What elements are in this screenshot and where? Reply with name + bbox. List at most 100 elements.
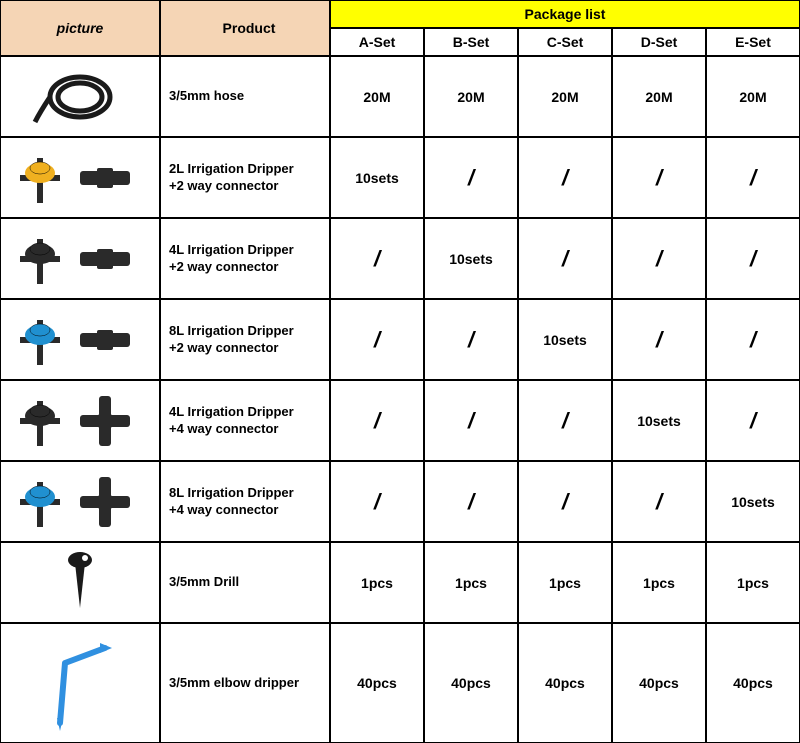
value-label: /: [656, 327, 662, 353]
product-label: 3/5mm hose: [169, 88, 244, 105]
picture-cell: [0, 380, 160, 461]
value-label: 40pcs: [639, 675, 679, 691]
value-label: 20M: [739, 89, 766, 105]
dripper-black-2way-icon: [10, 229, 150, 289]
value-label: /: [656, 165, 662, 191]
value-cell: /: [612, 137, 706, 218]
table-row: 2L Irrigation Dripper+2 way connector 10s…: [0, 137, 800, 218]
value-cell: /: [518, 380, 612, 461]
product-label: 4L Irrigation Dripper+2 way connector: [169, 242, 294, 276]
value-label: /: [468, 165, 474, 191]
value-cell: 10sets: [612, 380, 706, 461]
product-cell: 3/5mm Drill: [160, 542, 330, 623]
value-label: 20M: [645, 89, 672, 105]
value-cell: 40pcs: [612, 623, 706, 743]
elbow-icon: [40, 633, 120, 733]
value-label: 20M: [363, 89, 390, 105]
picture-cell: [0, 56, 160, 137]
value-cell: 10sets: [424, 218, 518, 299]
value-cell: /: [612, 299, 706, 380]
hose-icon: [30, 67, 130, 127]
value-label: /: [562, 408, 568, 434]
value-cell: /: [706, 380, 800, 461]
value-cell: 40pcs: [330, 623, 424, 743]
header-row-1: picture Product Package list A-Set B-Set…: [0, 0, 800, 56]
value-label: 40pcs: [357, 675, 397, 691]
value-label: 20M: [457, 89, 484, 105]
value-label: /: [468, 489, 474, 515]
package-table: picture Product Package list A-Set B-Set…: [0, 0, 800, 743]
product-cell: 2L Irrigation Dripper+2 way connector: [160, 137, 330, 218]
value-label: /: [750, 327, 756, 353]
value-cell: /: [424, 137, 518, 218]
value-cell: 20M: [330, 56, 424, 137]
header-sets-row: A-Set B-Set C-Set D-Set E-Set: [330, 28, 800, 56]
value-label: /: [562, 246, 568, 272]
value-label: /: [750, 246, 756, 272]
value-label: 10sets: [449, 251, 493, 267]
table-row: 8L Irrigation Dripper+2 way connector / / 1…: [0, 299, 800, 380]
value-label: 40pcs: [733, 675, 773, 691]
picture-cell: [0, 542, 160, 623]
dripper-blue-2way-icon: [10, 310, 150, 370]
dripper-blue-4way-icon: [10, 472, 150, 532]
value-cell: /: [706, 299, 800, 380]
value-cell: 1pcs: [612, 542, 706, 623]
product-cell: 3/5mm elbow dripper: [160, 623, 330, 743]
value-cell: /: [706, 137, 800, 218]
picture-cell: [0, 137, 160, 218]
product-label: 4L Irrigation Dripper+4 way connector: [169, 404, 294, 438]
picture-cell: [0, 461, 160, 542]
value-label: 1pcs: [643, 575, 675, 591]
value-label: /: [374, 246, 380, 272]
value-cell: /: [330, 218, 424, 299]
header-set-a: A-Set: [330, 28, 424, 56]
header-set-e: E-Set: [706, 28, 800, 56]
header-product: Product: [160, 0, 330, 56]
value-label: 1pcs: [361, 575, 393, 591]
product-label: 2L Irrigation Dripper+2 way connector: [169, 161, 294, 195]
product-label: 8L Irrigation Dripper+2 way connector: [169, 323, 294, 357]
dripper-black-4way-icon: [10, 391, 150, 451]
value-cell: /: [330, 380, 424, 461]
value-cell: 1pcs: [424, 542, 518, 623]
drill-icon: [50, 548, 110, 618]
header-package-list-label: Package list: [525, 6, 606, 22]
value-cell: /: [612, 461, 706, 542]
table-row: 4L Irrigation Dripper+2 way connector / 10…: [0, 218, 800, 299]
product-cell: 4L Irrigation Dripper+2 way connector: [160, 218, 330, 299]
value-label: 40pcs: [545, 675, 585, 691]
product-label: 3/5mm Drill: [169, 574, 239, 591]
value-label: /: [374, 327, 380, 353]
value-cell: /: [612, 218, 706, 299]
value-label: /: [562, 489, 568, 515]
value-cell: 20M: [424, 56, 518, 137]
value-cell: /: [518, 137, 612, 218]
value-cell: /: [518, 461, 612, 542]
table-row: 4L Irrigation Dripper+4 way connector / / /…: [0, 380, 800, 461]
value-label: /: [750, 408, 756, 434]
value-cell: /: [330, 299, 424, 380]
value-label: 10sets: [731, 494, 775, 510]
value-cell: 1pcs: [518, 542, 612, 623]
picture-cell: [0, 299, 160, 380]
value-cell: 20M: [518, 56, 612, 137]
value-cell: 10sets: [518, 299, 612, 380]
value-cell: 40pcs: [518, 623, 612, 743]
value-cell: /: [518, 218, 612, 299]
product-cell: 3/5mm hose: [160, 56, 330, 137]
value-cell: 20M: [706, 56, 800, 137]
value-label: 10sets: [355, 170, 399, 186]
product-cell: 8L Irrigation Dripper+2 way connector: [160, 299, 330, 380]
value-label: /: [468, 327, 474, 353]
header-set-d: D-Set: [612, 28, 706, 56]
table-body: 3/5mm hose 20M 20M 20M 20M 20M 2L Irrigation …: [0, 56, 800, 743]
value-cell: 1pcs: [706, 542, 800, 623]
header-set-b: B-Set: [424, 28, 518, 56]
value-label: 1pcs: [737, 575, 769, 591]
value-label: /: [468, 408, 474, 434]
value-cell: /: [706, 218, 800, 299]
dripper-yellow-2way-icon: [10, 148, 150, 208]
value-label: /: [750, 165, 756, 191]
picture-cell: [0, 218, 160, 299]
